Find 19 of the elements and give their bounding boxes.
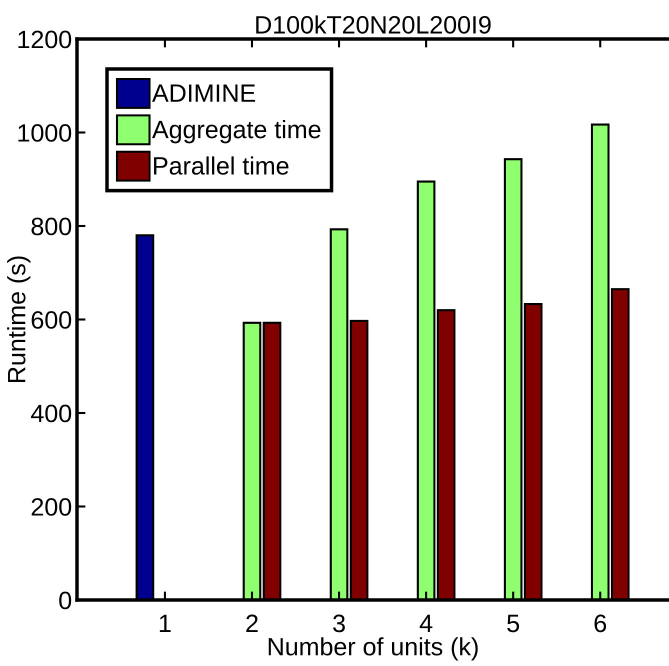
y-tick-label: 1200 bbox=[18, 30, 72, 48]
legend-label: Aggregate time bbox=[152, 120, 320, 144]
legend-label: ADIMINE bbox=[152, 84, 256, 102]
x-tick-label: 1 bbox=[160, 614, 171, 632]
x-tick-label: 3 bbox=[333, 614, 345, 632]
y-tick-label: 800 bbox=[32, 218, 72, 236]
x-tick-label: 6 bbox=[594, 614, 606, 632]
x-axis-title: Number of units (k) bbox=[268, 637, 478, 660]
y-tick-label: 200 bbox=[32, 498, 72, 516]
y-axis-title: Runtime (s) bbox=[7, 256, 30, 382]
y-tick-label: 1000 bbox=[18, 124, 72, 142]
y-tick-label: 600 bbox=[32, 311, 72, 329]
y-tick-label: 0 bbox=[59, 592, 72, 610]
y-tick-label: 400 bbox=[31, 404, 72, 422]
legend-label: Parallel time bbox=[154, 156, 288, 175]
chart-title: D100kT20N20L200I9 bbox=[256, 15, 491, 34]
x-tick-label: 2 bbox=[246, 614, 258, 632]
x-tick-label: 5 bbox=[507, 614, 520, 632]
x-tick-label: 4 bbox=[420, 614, 432, 632]
